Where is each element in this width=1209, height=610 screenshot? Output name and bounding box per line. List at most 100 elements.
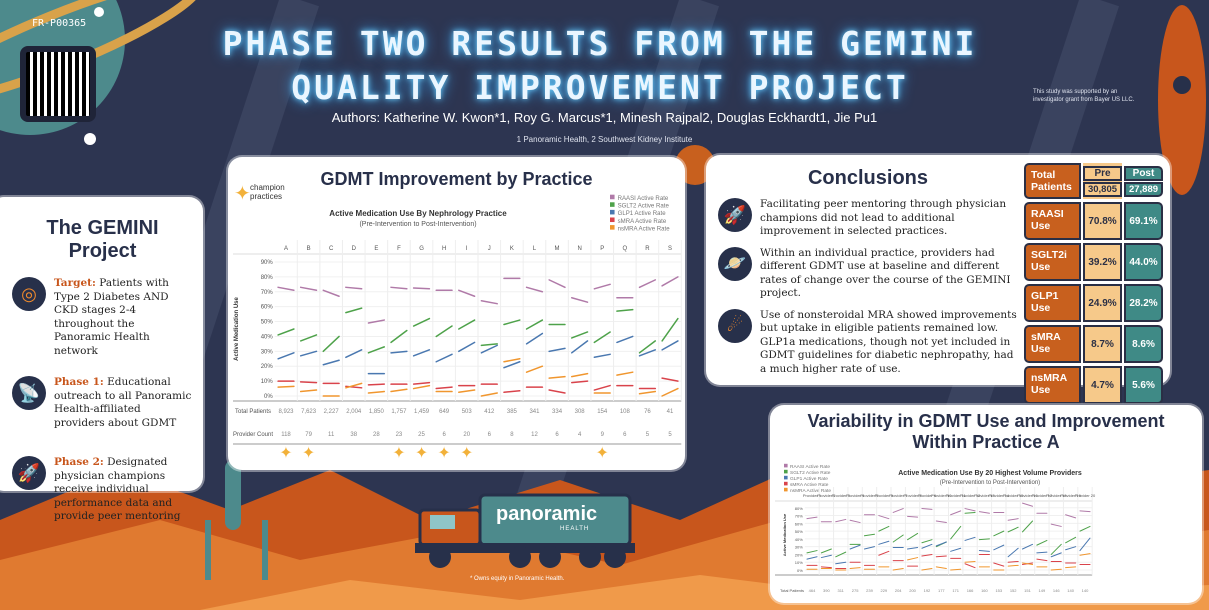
series-segment-glp1: [661, 340, 679, 351]
total-patients-value: 385: [507, 409, 518, 415]
total-patients-value: 140: [1067, 588, 1074, 593]
stats-row: nsMRA Use 4.7% 5.6%: [1024, 366, 1163, 404]
poster-title-line1: PHASE TWO RESULTS FROM THE GEMINI: [222, 24, 978, 63]
practice-chart: Active Medication Use By Nephrology Prac…: [233, 194, 682, 462]
series-segment-sglt2: [299, 334, 318, 342]
series-segment-sglt2: [435, 325, 453, 338]
series-segment-glp1: [593, 353, 611, 359]
y-tick-label: 80%: [795, 506, 803, 511]
series-segment-glp1: [1007, 547, 1019, 558]
series-segment-nsmra: [935, 566, 947, 569]
series-segment-glp1: [921, 543, 933, 549]
stats-row-label: RAASI Use: [1024, 202, 1081, 240]
pre-value: 39.2%: [1083, 243, 1122, 281]
series-segment-nsmra: [299, 389, 318, 393]
y-tick-label: 80%: [261, 275, 274, 281]
series-segment-nsmra: [525, 365, 544, 373]
series-segment-glp1: [964, 536, 976, 541]
series-segment-raasi: [907, 515, 919, 518]
legend-label: RAASI Active Rate: [618, 195, 669, 202]
series-segment-glp1: [820, 554, 832, 559]
champion-star-icon: ✦: [392, 445, 405, 462]
practice-panel-title: GDMT Improvement by Practice: [320, 169, 593, 189]
legend-swatch: [784, 469, 788, 474]
stats-row: GLP1 Use 24.9% 28.2%: [1024, 284, 1163, 322]
series-segment-sglt2: [367, 346, 386, 354]
conclusion-text: Use of nonsteroidal MRA showed improveme…: [760, 308, 1017, 375]
conclusion-item: ☄ Use of nonsteroidal MRA showed improvem…: [718, 308, 1018, 377]
series-segment-raasi: [1065, 514, 1077, 519]
series-segment-glp1: [412, 349, 431, 357]
champion-star-icon: ✦: [415, 445, 428, 462]
series-segment-smra: [820, 566, 832, 569]
series-segment-smra: [503, 390, 521, 394]
y-tick-label: 20%: [795, 552, 803, 557]
total-patients-value: 146: [1053, 588, 1060, 593]
poster-title-line2: QUALITY IMPROVEMENT PROJECT: [291, 68, 909, 107]
series-segment-sglt2: [525, 319, 544, 330]
series-segment-glp1: [978, 550, 990, 552]
category-label: Provider 19: [1060, 493, 1081, 498]
total-patients-value: 1,850: [369, 409, 385, 415]
series-segment-sglt2: [570, 331, 589, 339]
legend-swatch: [784, 475, 788, 480]
series-segment-sglt2: [806, 550, 818, 554]
stats-row-label: Total Patients: [1024, 163, 1081, 199]
row-label: Total Patients: [235, 409, 271, 415]
series-segment-smra: [878, 550, 890, 556]
y-tick-label: 30%: [795, 545, 803, 550]
category-label: Provider 4: [846, 493, 865, 498]
series-segment-sglt2: [993, 530, 1005, 537]
legend-label: SGLT2 Active Rate: [790, 470, 831, 476]
provider-count-value: 11: [328, 432, 335, 438]
series-segment-raasi: [525, 286, 544, 293]
champion-star-icon: ✦: [460, 445, 473, 462]
total-patients-value: 341: [529, 409, 540, 415]
satellite-dish-icon: 📡: [12, 376, 46, 410]
legend-swatch: [784, 487, 788, 492]
total-patients-value: 204: [895, 588, 902, 593]
series-segment-nsmra: [661, 387, 679, 397]
qr-code[interactable]: [20, 46, 96, 122]
category-label: Provider 10: [931, 493, 952, 498]
panoramic-truck-logo: panoramic HEALTH: [410, 485, 640, 575]
series-segment-smra: [1036, 558, 1048, 562]
total-patients-value: 503: [462, 409, 473, 415]
provider-count-value: 79: [305, 432, 312, 438]
provider-count-value: 23: [396, 432, 403, 438]
series-segment-glp1: [806, 556, 818, 560]
series-segment-nsmra: [616, 371, 634, 376]
series-segment-raasi: [458, 289, 476, 297]
champion-star-icon: ✦: [596, 445, 609, 462]
y-tick-label: 60%: [795, 521, 803, 526]
category-label: G: [419, 246, 424, 252]
provider-count-value: 20: [463, 432, 470, 438]
category-label: E: [374, 246, 378, 252]
y-tick-label: 70%: [795, 514, 803, 519]
gemini-item: 📡 Phase 1: Educational outreach to all P…: [12, 376, 193, 430]
total-patients-value: 151: [1024, 588, 1031, 593]
post-value: 69.1%: [1124, 202, 1163, 240]
series-segment-sglt2: [863, 533, 876, 537]
chart-title: Active Medication Use By Nephrology Prac…: [329, 209, 507, 218]
series-segment-smra: [299, 381, 318, 384]
series-segment-sglt2: [638, 340, 657, 354]
legend-label: sMRA Active Rate: [618, 218, 667, 225]
stats-row-label: SGLT2i Use: [1024, 243, 1081, 281]
chart-subtitle: (Pre-Intervention to Post-Intervention): [940, 480, 1040, 486]
series-segment-raasi: [480, 299, 498, 305]
category-label: Provider 3: [832, 493, 851, 498]
category-label: P: [600, 246, 604, 252]
legend-swatch: [784, 481, 788, 486]
post-value: 44.0%: [1124, 243, 1163, 281]
legend-swatch: [610, 209, 615, 215]
series-segment-glp1: [322, 359, 340, 366]
series-segment-nsmra: [921, 567, 933, 571]
series-segment-sglt2: [458, 319, 476, 330]
provider-count-value: 4: [578, 432, 582, 438]
series-segment-raasi: [345, 286, 363, 290]
category-label: Provider 2: [817, 493, 836, 498]
series-segment-sglt2: [835, 551, 847, 558]
post-label: Post: [1124, 165, 1163, 181]
total-patients-value: 2,227: [324, 409, 340, 415]
